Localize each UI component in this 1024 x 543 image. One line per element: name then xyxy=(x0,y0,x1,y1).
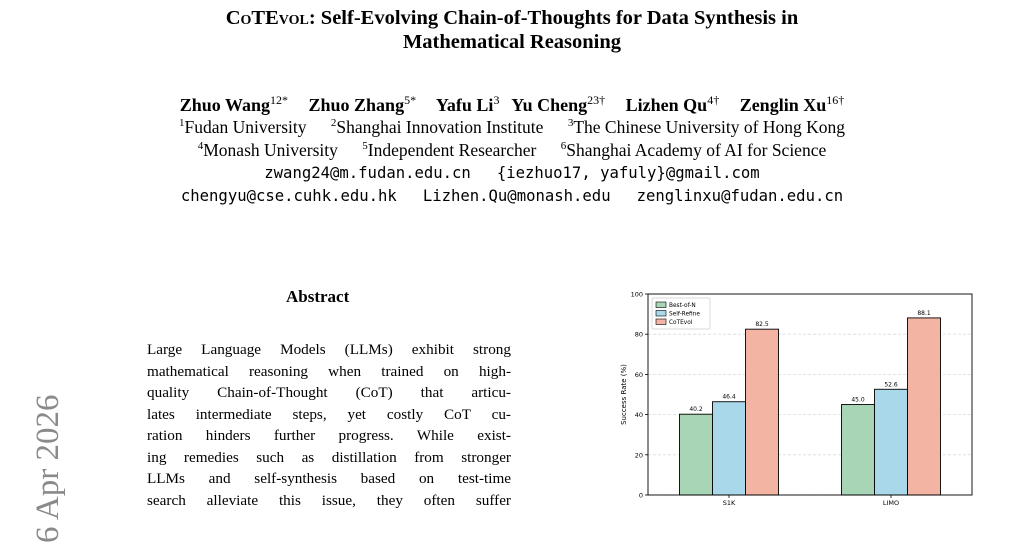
abstract-line: ing remedies such as distillation from s… xyxy=(147,448,511,466)
bar-value-label: 40.2 xyxy=(689,406,703,413)
bar xyxy=(712,401,746,496)
affiliations-line2: 4Monash University 5Independent Research… xyxy=(0,140,1024,161)
emails-line2: chengyu@cse.cuhk.edu.hk Lizhen.Qu@monash.… xyxy=(0,186,1024,207)
bar-value-label: 52.6 xyxy=(884,381,898,388)
legend-swatch xyxy=(655,301,667,308)
success-rate-bar-chart: 0 20 40 60 80 100 40.2 46.4 82.5 S1K 45.0 52.6 88.1 L… xyxy=(620,291,973,507)
y-tick-label: 80 xyxy=(635,331,643,339)
author: Lizhen Qu4† xyxy=(625,93,720,115)
legend-swatch xyxy=(655,318,667,325)
author: Zhuo Zhang5* xyxy=(308,93,417,115)
abstract-line: mathematical reasoning when trained on h… xyxy=(147,362,511,380)
x-tick-label: LIMO xyxy=(883,499,899,507)
arxiv-date-stamp: 6 Apr 2026 xyxy=(30,394,66,543)
bar xyxy=(745,328,779,496)
email: zenglinxu@fudan.edu.cn xyxy=(636,187,844,205)
author-list: Zhuo Wang12* Zhuo Zhang5* Yafu Li3 Yu Ch… xyxy=(0,94,1024,116)
email: {iezhuo17, yafuly}@gmail.com xyxy=(496,164,760,182)
paper-title-line1: CoTEvol: Self-Evolving Chain-of-Thoughts… xyxy=(225,7,799,29)
abstract-line: LLMs and self-synthesis based on test-ti… xyxy=(147,470,511,487)
email: zwang24@m.fudan.edu.cn xyxy=(264,164,471,182)
abstract-line: Large Language Models (LLMs) exhibit str… xyxy=(147,341,511,358)
x-tick-label: S1K xyxy=(723,499,736,507)
email: chengyu@cse.cuhk.edu.hk xyxy=(180,187,397,205)
abstract-line: search alleviate this issue, they often … xyxy=(147,491,511,509)
abstract-line: quality Chain-of-Thought (CoT) that arti… xyxy=(147,384,511,401)
affiliation: 1Fudan University xyxy=(178,117,307,137)
affiliations-line1: 1Fudan University 2Shanghai Innovation I… xyxy=(0,117,1024,138)
bar-value-label: 46.4 xyxy=(722,394,736,401)
author: Zenglin Xu16† xyxy=(739,93,845,115)
legend-label: Self-Refine xyxy=(669,312,700,318)
abstract-line: lates intermediate steps, yet costly CoT… xyxy=(147,405,511,423)
abstract-body: Large Language Models (LLMs) exhibit str… xyxy=(147,339,511,511)
affiliation: 2Shanghai Innovation Institute xyxy=(330,117,544,137)
email: Lizhen.Qu@monash.edu xyxy=(422,187,611,205)
bar-value-label: 45.0 xyxy=(851,397,865,404)
paper-title-line2: Mathematical Reasoning xyxy=(402,31,622,53)
affiliation: 3The Chinese University of Hong Kong xyxy=(567,117,846,137)
bar xyxy=(907,317,941,496)
affiliation: 6Shanghai Academy of AI for Science xyxy=(560,140,827,160)
y-tick-label: 60 xyxy=(635,371,643,379)
bar-value-label: 88.1 xyxy=(917,310,931,317)
plot-frame xyxy=(647,293,973,496)
bar-value-label: 82.5 xyxy=(755,321,769,328)
author: Zhuo Wang12* xyxy=(179,93,289,115)
affiliation: 5Independent Researcher xyxy=(362,140,537,160)
abstract-heading: Abstract xyxy=(286,287,350,306)
legend-swatch xyxy=(655,310,667,317)
abstract-line: ration hinders further progress. While e… xyxy=(147,427,511,444)
y-tick-label: 100 xyxy=(631,291,643,299)
y-tick-label: 0 xyxy=(639,492,643,500)
legend-label: Best-of-N xyxy=(669,303,696,309)
author: Yafu Li3 xyxy=(435,93,500,115)
emails-line1: zwang24@m.fudan.edu.cn {iezhuo17, yafuly}… xyxy=(0,163,1024,184)
affiliation: 4Monash University xyxy=(197,140,338,160)
bar xyxy=(874,388,908,496)
y-tick-label: 40 xyxy=(635,411,643,419)
legend-box xyxy=(651,297,711,330)
y-axis-label: Success Rate (%) xyxy=(620,364,628,425)
bar xyxy=(679,413,713,496)
y-tick-label: 20 xyxy=(635,451,643,459)
bar xyxy=(841,404,875,496)
author: Yu Cheng23† xyxy=(511,93,606,115)
legend-label: CoTEvol xyxy=(669,320,693,326)
